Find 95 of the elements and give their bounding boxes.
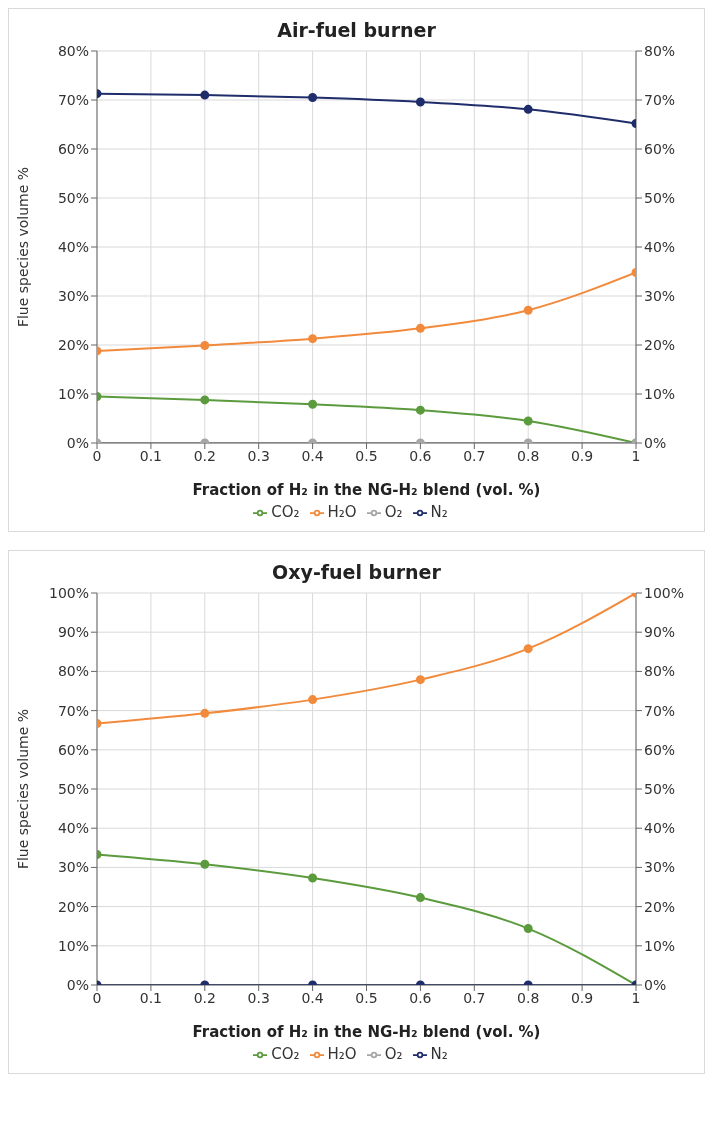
y-tick-label: 30% (57, 859, 89, 876)
point (308, 873, 318, 883)
point (200, 859, 210, 869)
y2-tick-label: 90% (644, 624, 676, 641)
legend-label: H₂O (327, 503, 357, 521)
point (308, 695, 318, 705)
x-tick-label: 0.1 (139, 989, 163, 1006)
y2-tick-label: 20% (644, 898, 676, 915)
x-axis-title: Fraction of H₂ in the NG-H₂ blend (vol. %) (192, 1023, 541, 1041)
point (200, 340, 210, 350)
x-tick-label: 0.1 (139, 447, 163, 464)
y-tick-label: 10% (57, 937, 89, 954)
x-tick-label: 0.8 (517, 989, 540, 1006)
chart-title: Oxy-fuel burner (271, 560, 442, 583)
y-tick-label: 70% (57, 91, 89, 108)
y-tick-label: 50% (57, 780, 89, 797)
legend-label: H₂O (327, 1045, 357, 1063)
y2-tick-label: 30% (644, 287, 676, 304)
y2-tick-label: 40% (644, 238, 676, 255)
y-tick-label: 70% (57, 702, 89, 719)
y-tick-label: 30% (57, 287, 89, 304)
x-tick-label: 0.2 (193, 447, 216, 464)
chart-title: Air-fuel burner (276, 18, 437, 41)
x-tick-label: 0.2 (193, 989, 216, 1006)
y-tick-label: 20% (57, 336, 89, 353)
point (415, 405, 425, 415)
y-tick-label: 80% (57, 663, 89, 680)
y2-tick-label: 20% (644, 336, 676, 353)
x-tick-label: 0.3 (247, 447, 270, 464)
legend-label: N₂ (430, 1045, 448, 1063)
point (415, 97, 425, 107)
x-tick-label: 0.9 (570, 989, 594, 1006)
x-tick-label: 0.6 (409, 989, 432, 1006)
legend-label: CO₂ (271, 503, 300, 521)
x-tick-label: 0.4 (301, 447, 324, 464)
y2-tick-label: 30% (644, 859, 676, 876)
y-tick-label: 40% (57, 820, 89, 837)
legend-label: O₂ (384, 503, 403, 521)
point (415, 323, 425, 333)
point (415, 675, 425, 685)
point (308, 93, 318, 103)
point (200, 90, 210, 100)
y-tick-label: 0% (66, 976, 89, 993)
y-tick-label: 0% (66, 434, 89, 451)
x-tick-label: 0.3 (247, 989, 270, 1006)
x-tick-label: 0.5 (355, 989, 378, 1006)
y2-tick-label: 40% (644, 820, 676, 837)
y-tick-label: 20% (57, 898, 89, 915)
y2-tick-label: 60% (644, 741, 676, 758)
x-tick-label: 1 (631, 989, 641, 1006)
y-tick-label: 100% (48, 584, 89, 601)
x-tick-label: 0.7 (463, 989, 486, 1006)
point (523, 644, 533, 654)
y2-tick-label: 0% (644, 976, 667, 993)
legend-label: CO₂ (271, 1045, 300, 1063)
y-tick-label: 40% (57, 238, 89, 255)
y2-tick-label: 70% (644, 91, 676, 108)
y2-tick-label: 10% (644, 937, 676, 954)
x-tick-label: 0 (92, 989, 102, 1006)
y-tick-label: 80% (57, 42, 89, 59)
x-tick-label: 0.4 (301, 989, 324, 1006)
y-tick-label: 90% (57, 624, 89, 641)
point (308, 334, 318, 344)
x-tick-label: 0.9 (570, 447, 594, 464)
y-tick-label: 60% (57, 140, 89, 157)
x-axis-title: Fraction of H₂ in the NG-H₂ blend (vol. %) (192, 481, 541, 499)
y2-tick-label: 70% (644, 702, 676, 719)
y-axis-title: Flue species volume % (14, 708, 31, 870)
point (200, 395, 210, 405)
y2-tick-label: 50% (644, 189, 676, 206)
y-axis-title: Flue species volume % (14, 166, 31, 328)
y-tick-label: 10% (57, 385, 89, 402)
x-tick-label: 0 (92, 447, 102, 464)
x-tick-label: 0.7 (463, 447, 486, 464)
x-tick-label: 0.5 (355, 447, 378, 464)
y2-tick-label: 100% (644, 584, 685, 601)
y2-tick-label: 0% (644, 434, 667, 451)
y2-tick-label: 80% (644, 663, 676, 680)
point (523, 104, 533, 114)
legend-label: N₂ (430, 503, 448, 521)
y2-tick-label: 50% (644, 780, 676, 797)
x-tick-label: 0.8 (517, 447, 540, 464)
y2-tick-label: 60% (644, 140, 676, 157)
y-tick-label: 60% (57, 741, 89, 758)
point (415, 893, 425, 903)
point (200, 708, 210, 718)
point (523, 416, 533, 426)
x-tick-label: 0.6 (409, 447, 432, 464)
x-tick-label: 1 (631, 447, 641, 464)
legend-label: O₂ (384, 1045, 403, 1063)
point (523, 305, 533, 315)
y2-tick-label: 80% (644, 42, 676, 59)
point (308, 399, 318, 409)
y-tick-label: 50% (57, 189, 89, 206)
y2-tick-label: 10% (644, 385, 676, 402)
